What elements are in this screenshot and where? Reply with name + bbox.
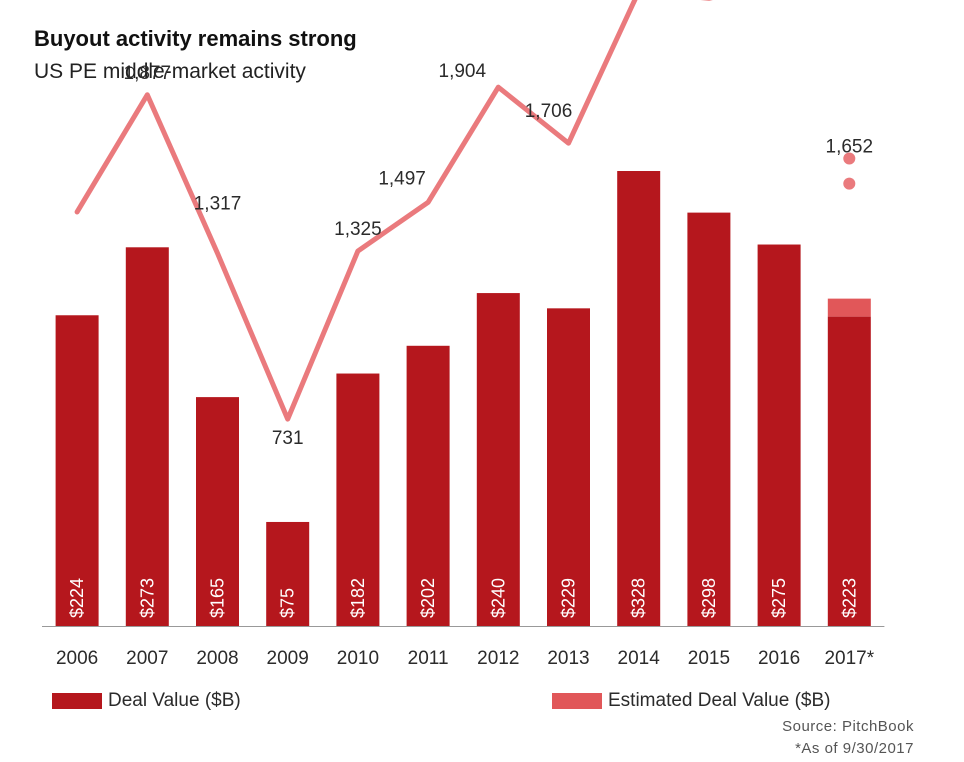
x-tick-label: 2006 bbox=[56, 648, 98, 669]
bar-value-label: $182 bbox=[348, 578, 368, 618]
x-tick-label: 2012 bbox=[477, 648, 519, 669]
bar bbox=[125, 247, 169, 627]
footnote: *As of 9/30/2017 bbox=[795, 740, 914, 757]
bar-value-label: $202 bbox=[418, 578, 438, 618]
line-value-label: 1,325 bbox=[334, 219, 382, 240]
bar bbox=[336, 373, 380, 626]
estimated-point-label: 1,652 bbox=[826, 136, 874, 157]
deal-count-line bbox=[74, 0, 713, 422]
estimated-bar bbox=[827, 298, 871, 317]
bar-value-label: $328 bbox=[629, 578, 649, 618]
bar bbox=[406, 345, 450, 626]
bar-value-label: $165 bbox=[208, 578, 228, 618]
line-value-label: 731 bbox=[272, 428, 304, 449]
legend-swatch-deal-value bbox=[52, 693, 102, 709]
legend-label-estimated: Estimated Deal Value ($B) bbox=[608, 690, 831, 711]
bar bbox=[827, 316, 871, 626]
legend-swatch-estimated bbox=[552, 693, 602, 709]
bar-value-label: $240 bbox=[488, 578, 508, 618]
bar-value-label: $229 bbox=[559, 578, 579, 618]
legend-label-deal-value: Deal Value ($B) bbox=[108, 690, 241, 711]
legend-deal-value: Deal Value ($B) bbox=[52, 690, 241, 712]
x-tick-label: 2015 bbox=[688, 648, 730, 669]
x-tick-label: 2016 bbox=[758, 648, 800, 669]
line-value-label: 1,706 bbox=[525, 101, 573, 122]
x-tick-label: 2014 bbox=[618, 648, 661, 669]
bar bbox=[547, 308, 590, 626]
bar bbox=[196, 397, 239, 626]
bar bbox=[757, 244, 801, 626]
chart-subtitle: US PE middle-market activity bbox=[34, 60, 306, 83]
x-tick-label: 2017* bbox=[824, 648, 874, 669]
source-note: Source: PitchBook bbox=[782, 718, 914, 735]
line-value-label: 1,463 bbox=[53, 220, 101, 241]
bar-value-label: $298 bbox=[699, 578, 719, 618]
deal-count-point-2017 bbox=[843, 177, 856, 190]
bar-value-label: $75 bbox=[278, 588, 298, 618]
bar bbox=[687, 212, 731, 627]
x-tick-label: 2008 bbox=[196, 648, 238, 669]
bar bbox=[617, 171, 661, 626]
bar-value-label: $273 bbox=[137, 578, 157, 618]
bar-value-label: $223 bbox=[839, 578, 859, 618]
legend-estimated-deal-value: Estimated Deal Value ($B) bbox=[552, 690, 830, 712]
bar-value-label: $224 bbox=[67, 578, 87, 618]
x-tick-label: 2011 bbox=[408, 648, 449, 669]
chart-title: Buyout activity remains strong bbox=[34, 26, 357, 51]
bar bbox=[55, 315, 99, 626]
x-tick-label: 2010 bbox=[337, 648, 379, 669]
x-tick-label: 2007 bbox=[126, 648, 168, 669]
line-value-label: 1,877 bbox=[124, 63, 172, 84]
estimated-count-point-2017 bbox=[843, 152, 856, 165]
x-tick-label: 2009 bbox=[267, 648, 309, 669]
bar bbox=[476, 293, 520, 626]
x-tick-label: 2013 bbox=[547, 648, 589, 669]
line-value-label: 1,317 bbox=[194, 193, 242, 214]
bar-value-label: $275 bbox=[769, 578, 789, 618]
line-value-label: 1,497 bbox=[378, 168, 426, 189]
bar bbox=[266, 521, 310, 626]
line-value-label: 1,904 bbox=[439, 61, 487, 82]
line-value-label: 1,563 bbox=[826, 194, 874, 215]
